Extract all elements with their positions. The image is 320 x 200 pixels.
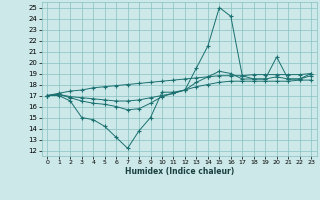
X-axis label: Humidex (Indice chaleur): Humidex (Indice chaleur)	[124, 167, 234, 176]
